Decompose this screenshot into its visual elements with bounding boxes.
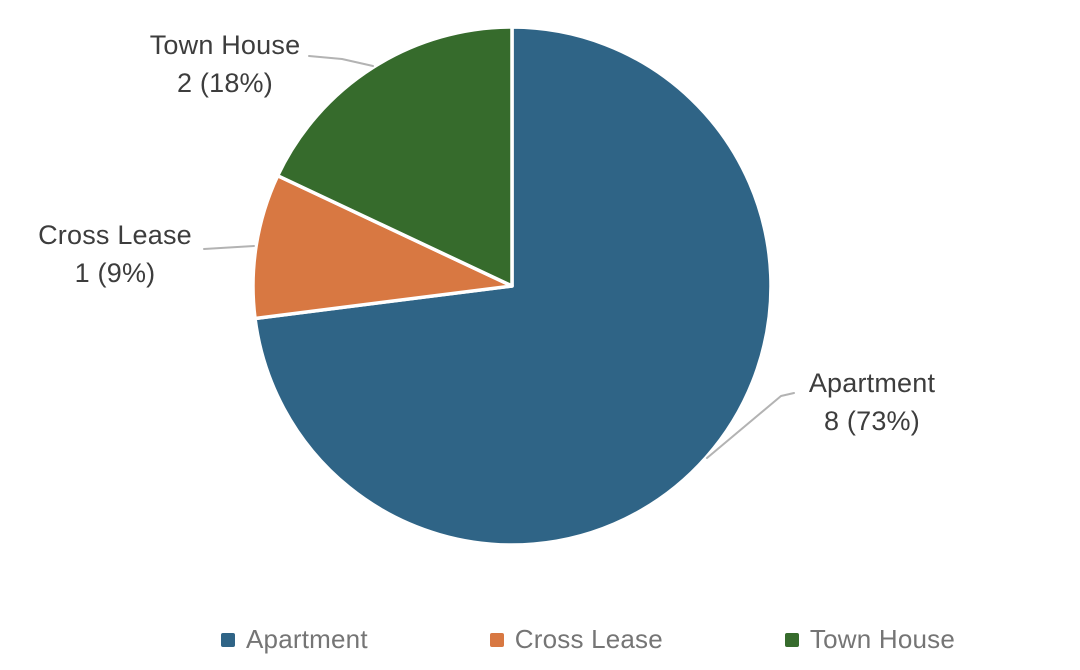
legend-swatch-apartment bbox=[221, 632, 235, 647]
leader-line-town-house bbox=[308, 55, 374, 67]
leader-lines bbox=[203, 55, 795, 459]
callout-town-house: Town House 2 (18%) bbox=[125, 26, 325, 102]
legend-swatch-town-house bbox=[784, 632, 799, 647]
callout-apartment-value: 8 (73%) bbox=[824, 406, 920, 436]
pie-slices bbox=[251, 25, 773, 547]
legend-swatch-cross-lease bbox=[489, 632, 504, 647]
legend-item-cross-lease[interactable]: Cross Lease bbox=[489, 624, 663, 655]
leader-line-cross-lease bbox=[203, 245, 255, 250]
legend: Apartment Cross Lease Town House bbox=[0, 624, 1080, 655]
leader-line-apartment bbox=[706, 392, 795, 459]
callout-town-house-name: Town House bbox=[149, 30, 301, 60]
callout-apartment: Apartment 8 (73%) bbox=[772, 364, 972, 440]
legend-item-town-house[interactable]: Town House bbox=[784, 624, 955, 655]
callout-town-house-value: 2 (18%) bbox=[177, 68, 273, 98]
callout-cross-lease: Cross Lease 1 (9%) bbox=[15, 216, 215, 292]
pie-slice-cross-lease[interactable] bbox=[251, 173, 514, 321]
legend-label-cross-lease: Cross Lease bbox=[514, 624, 663, 654]
callout-apartment-name: Apartment bbox=[808, 368, 936, 398]
callout-cross-lease-name: Cross Lease bbox=[38, 220, 192, 250]
legend-item-apartment[interactable]: Apartment bbox=[221, 624, 368, 655]
callout-cross-lease-value: 1 (9%) bbox=[74, 258, 156, 288]
legend-label-town-house: Town House bbox=[809, 624, 955, 654]
pie-slice-town-house[interactable] bbox=[275, 25, 514, 288]
legend-label-apartment: Apartment bbox=[246, 624, 368, 654]
